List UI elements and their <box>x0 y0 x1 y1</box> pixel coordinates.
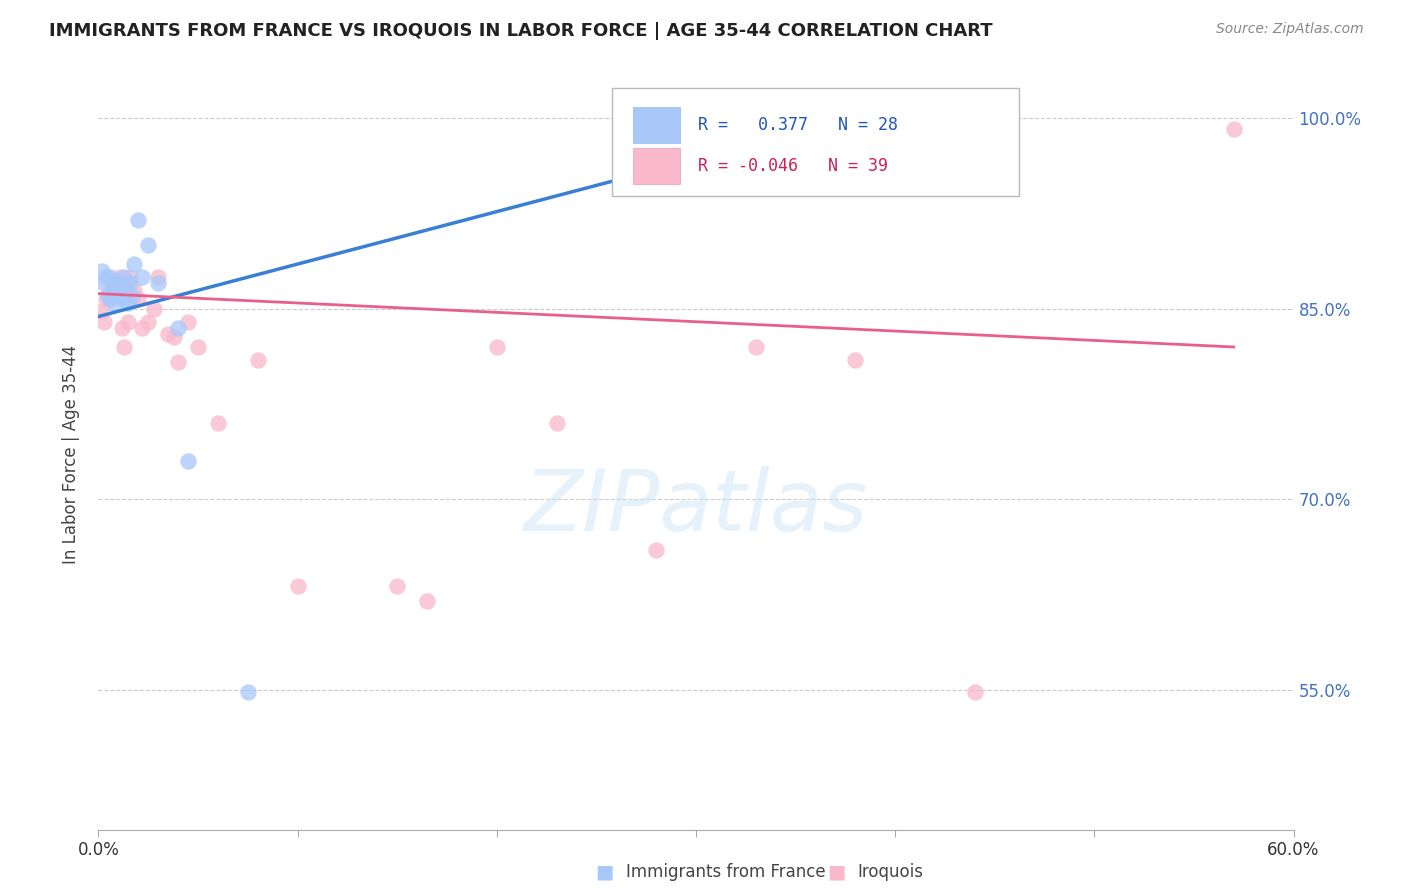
Point <box>963 685 986 699</box>
Point <box>110 270 132 285</box>
Point <box>103 279 125 293</box>
Point <box>485 340 508 354</box>
Point <box>91 264 114 278</box>
FancyBboxPatch shape <box>633 148 681 185</box>
Point <box>115 283 138 297</box>
Point <box>148 270 170 285</box>
Point <box>91 304 114 318</box>
Point <box>177 454 200 468</box>
Text: ■: ■ <box>827 863 846 882</box>
Point <box>844 352 866 367</box>
Point <box>120 277 142 291</box>
Point <box>143 301 166 316</box>
Point <box>136 238 159 252</box>
Point <box>187 340 209 354</box>
Point <box>93 315 115 329</box>
Point <box>117 315 139 329</box>
Point <box>112 340 135 354</box>
Point <box>115 277 138 291</box>
Point <box>110 283 132 297</box>
Point <box>96 292 118 306</box>
Point <box>112 270 135 285</box>
Point <box>136 315 159 329</box>
FancyBboxPatch shape <box>613 87 1019 196</box>
Point <box>207 416 229 430</box>
Text: IMMIGRANTS FROM FRANCE VS IROQUOIS IN LABOR FORCE | AGE 35-44 CORRELATION CHART: IMMIGRANTS FROM FRANCE VS IROQUOIS IN LA… <box>49 22 993 40</box>
Point <box>163 330 186 344</box>
Point <box>101 277 124 291</box>
Point <box>97 286 120 301</box>
Point <box>124 283 146 297</box>
Point <box>157 327 180 342</box>
Point <box>745 340 768 354</box>
Point <box>98 292 122 306</box>
Point <box>1223 121 1246 136</box>
Point <box>96 270 118 285</box>
Point <box>416 594 439 608</box>
Point <box>124 257 146 271</box>
Text: R = -0.046   N = 39: R = -0.046 N = 39 <box>699 158 889 176</box>
Point <box>645 543 668 558</box>
Point <box>167 321 190 335</box>
Point <box>127 292 149 306</box>
Text: Source: ZipAtlas.com: Source: ZipAtlas.com <box>1216 22 1364 37</box>
Point <box>287 579 309 593</box>
Point <box>93 277 115 291</box>
Point <box>103 295 125 310</box>
Point <box>131 321 153 335</box>
Point <box>98 270 122 285</box>
Point <box>236 685 259 699</box>
Point <box>127 213 149 227</box>
Point <box>98 292 122 306</box>
Point <box>111 321 134 335</box>
Text: R =   0.377   N = 28: R = 0.377 N = 28 <box>699 116 898 134</box>
Point <box>246 352 269 367</box>
Point <box>107 283 129 297</box>
Point <box>111 292 134 306</box>
Point <box>704 147 727 161</box>
Text: ZIPatlas: ZIPatlas <box>524 466 868 549</box>
Point <box>121 289 143 303</box>
Point <box>148 277 170 291</box>
Text: ■: ■ <box>595 863 614 882</box>
Point <box>385 579 409 593</box>
Point <box>167 355 190 369</box>
Point <box>117 295 139 310</box>
Point <box>107 289 129 303</box>
Point <box>101 277 124 291</box>
Point <box>546 416 568 430</box>
Point <box>120 270 142 285</box>
Point <box>97 289 120 303</box>
Point <box>105 274 128 288</box>
Text: Immigrants from France: Immigrants from France <box>626 863 825 881</box>
Point <box>107 274 129 288</box>
Point <box>131 270 153 285</box>
Y-axis label: In Labor Force | Age 35-44: In Labor Force | Age 35-44 <box>62 345 80 565</box>
Point <box>101 286 124 301</box>
Point <box>177 315 200 329</box>
Point <box>105 279 128 293</box>
Text: Iroquois: Iroquois <box>858 863 924 881</box>
FancyBboxPatch shape <box>633 107 681 144</box>
Point <box>121 292 143 306</box>
